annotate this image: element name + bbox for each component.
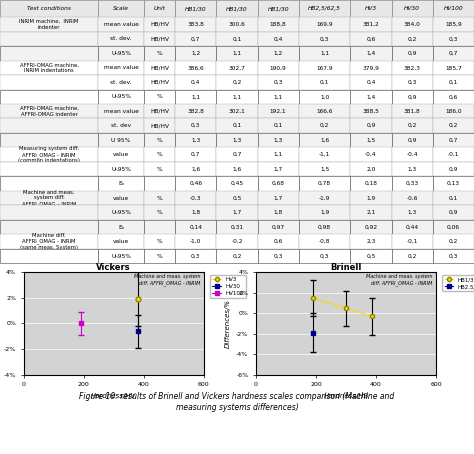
X-axis label: Hardness/HV: Hardness/HV — [91, 393, 137, 399]
Title: Brinell: Brinell — [330, 262, 362, 271]
Text: Machine and meas. system
diff. AFFRI_OMAG - INRIM: Machine and meas. system diff. AFFRI_OMA… — [134, 274, 200, 286]
Y-axis label: Differences/%: Differences/% — [225, 299, 230, 348]
Text: Machine and meas. system
diff. AFFRI_OMAG - INRIM: Machine and meas. system diff. AFFRI_OMA… — [366, 274, 432, 286]
Title: Vickers: Vickers — [96, 262, 131, 271]
X-axis label: Hardness/HB: Hardness/HB — [323, 393, 369, 399]
Legend: HB1/30, HB2.5/62.5: HB1/30, HB2.5/62.5 — [442, 275, 474, 291]
Text: Figure 10: results of Brinell and Vickers hardness scales comparison (Machine an: Figure 10: results of Brinell and Vicker… — [79, 392, 395, 412]
Legend: HV3, HV30, HV100: HV3, HV30, HV100 — [210, 275, 246, 298]
